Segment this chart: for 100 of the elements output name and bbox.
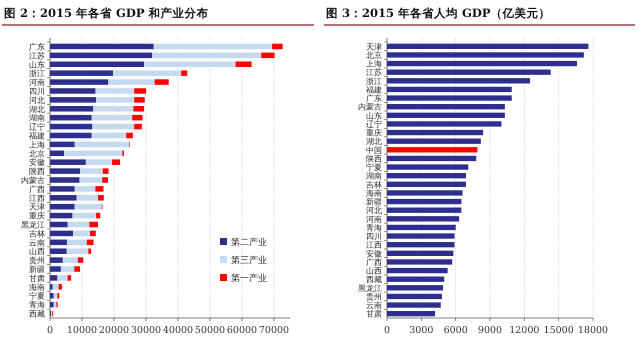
bar xyxy=(86,240,94,246)
bar xyxy=(387,130,484,136)
legend-label: 第二产业 xyxy=(231,237,267,248)
x-tick-label: 9000 xyxy=(478,325,502,336)
bar xyxy=(112,159,120,165)
y-tick-label: 西藏 xyxy=(29,310,45,319)
y-tick-label: 吉林 xyxy=(366,180,382,190)
bar xyxy=(134,88,146,94)
y-tick-label: 青海 xyxy=(29,300,45,310)
bar xyxy=(88,248,91,254)
y-tick-label: 四川 xyxy=(29,86,45,96)
y-tick-label: 河北 xyxy=(29,96,45,105)
bar xyxy=(261,52,275,58)
bar xyxy=(387,208,462,213)
y-tick-label: 上海 xyxy=(366,60,382,69)
y-tick-label: 湖南 xyxy=(29,114,45,123)
legend-label: 第一产业 xyxy=(231,273,267,284)
bar xyxy=(387,173,466,178)
chart-title: 图 3：2015 年各省人均 GDP（亿美元） xyxy=(326,6,550,20)
y-tick-label: 河南 xyxy=(366,214,382,224)
bar xyxy=(80,168,103,174)
bar xyxy=(50,88,96,94)
bar xyxy=(387,70,551,75)
bar xyxy=(50,52,152,58)
bar xyxy=(96,212,100,218)
bar xyxy=(152,52,262,58)
bar xyxy=(50,168,80,174)
y-tick-label: 重庆 xyxy=(29,212,45,221)
bar xyxy=(50,186,75,192)
bar xyxy=(387,216,460,222)
bar xyxy=(74,204,102,210)
bar xyxy=(387,86,512,92)
y-tick-label: 海南 xyxy=(366,188,382,198)
bar xyxy=(98,195,104,201)
bar xyxy=(90,230,96,236)
bar xyxy=(387,60,577,66)
bar xyxy=(50,292,54,298)
x-tick-label: 0 xyxy=(46,325,54,336)
y-tick-label: 广西 xyxy=(366,258,382,267)
bar xyxy=(134,124,142,130)
bar xyxy=(74,142,130,148)
y-tick-label: 陕西 xyxy=(29,167,45,176)
bar xyxy=(50,142,75,148)
y-tick-label: 陕西 xyxy=(366,154,382,164)
chart-title: 图 2：2015 年各省 GDP 和产业分布 xyxy=(4,6,208,20)
bar xyxy=(74,186,96,192)
bar xyxy=(50,114,92,120)
x-tick-label: 18000 xyxy=(578,325,608,336)
y-tick-label: 广西 xyxy=(29,184,45,194)
bar xyxy=(387,268,448,274)
bar xyxy=(387,311,436,316)
y-tick-label: 福建 xyxy=(366,85,382,94)
bar xyxy=(387,259,452,265)
x-tick-label: 30000 xyxy=(130,325,162,336)
bar xyxy=(126,132,133,138)
bar xyxy=(387,138,481,144)
bar xyxy=(60,266,74,272)
bar xyxy=(66,240,87,246)
bar xyxy=(50,44,154,50)
bar xyxy=(50,230,74,236)
x-tick-label: 50000 xyxy=(194,325,226,336)
y-tick-label: 天津 xyxy=(366,42,382,52)
bar xyxy=(68,222,90,228)
y-tick-label: 内蒙古 xyxy=(21,176,45,185)
bar xyxy=(387,182,466,187)
bar xyxy=(387,198,462,204)
y-tick-label: 江苏 xyxy=(366,68,382,78)
y-tick-label: 天津 xyxy=(29,202,45,212)
x-tick-label: 60000 xyxy=(226,325,258,336)
bar xyxy=(50,302,54,308)
bar xyxy=(134,97,145,103)
bar xyxy=(50,124,92,130)
bar xyxy=(50,70,114,76)
bar xyxy=(50,257,63,263)
bar xyxy=(79,177,102,183)
bar xyxy=(387,52,584,58)
bar xyxy=(50,212,72,218)
bar xyxy=(73,230,90,236)
y-tick-label: 河南 xyxy=(29,78,45,88)
y-tick-label: 中国 xyxy=(366,146,382,155)
y-tick-label: 重庆 xyxy=(366,128,382,138)
bar xyxy=(387,294,442,300)
x-tick-label: 6000 xyxy=(444,325,468,336)
bar xyxy=(92,124,134,130)
bar xyxy=(387,147,478,152)
bar xyxy=(387,44,588,49)
bar xyxy=(50,177,80,183)
y-tick-label: 江西 xyxy=(366,240,382,250)
bar xyxy=(50,222,68,228)
bar xyxy=(113,70,182,76)
bar xyxy=(50,240,67,246)
y-tick-label: 新疆 xyxy=(29,265,45,274)
x-tick-label: 40000 xyxy=(162,325,194,336)
legend-label: 第三产业 xyxy=(231,255,267,266)
bar xyxy=(92,132,126,138)
bar xyxy=(96,97,134,103)
bar xyxy=(387,242,455,248)
bar xyxy=(387,112,505,118)
bar xyxy=(387,276,444,282)
y-tick-label: 江苏 xyxy=(29,51,45,60)
